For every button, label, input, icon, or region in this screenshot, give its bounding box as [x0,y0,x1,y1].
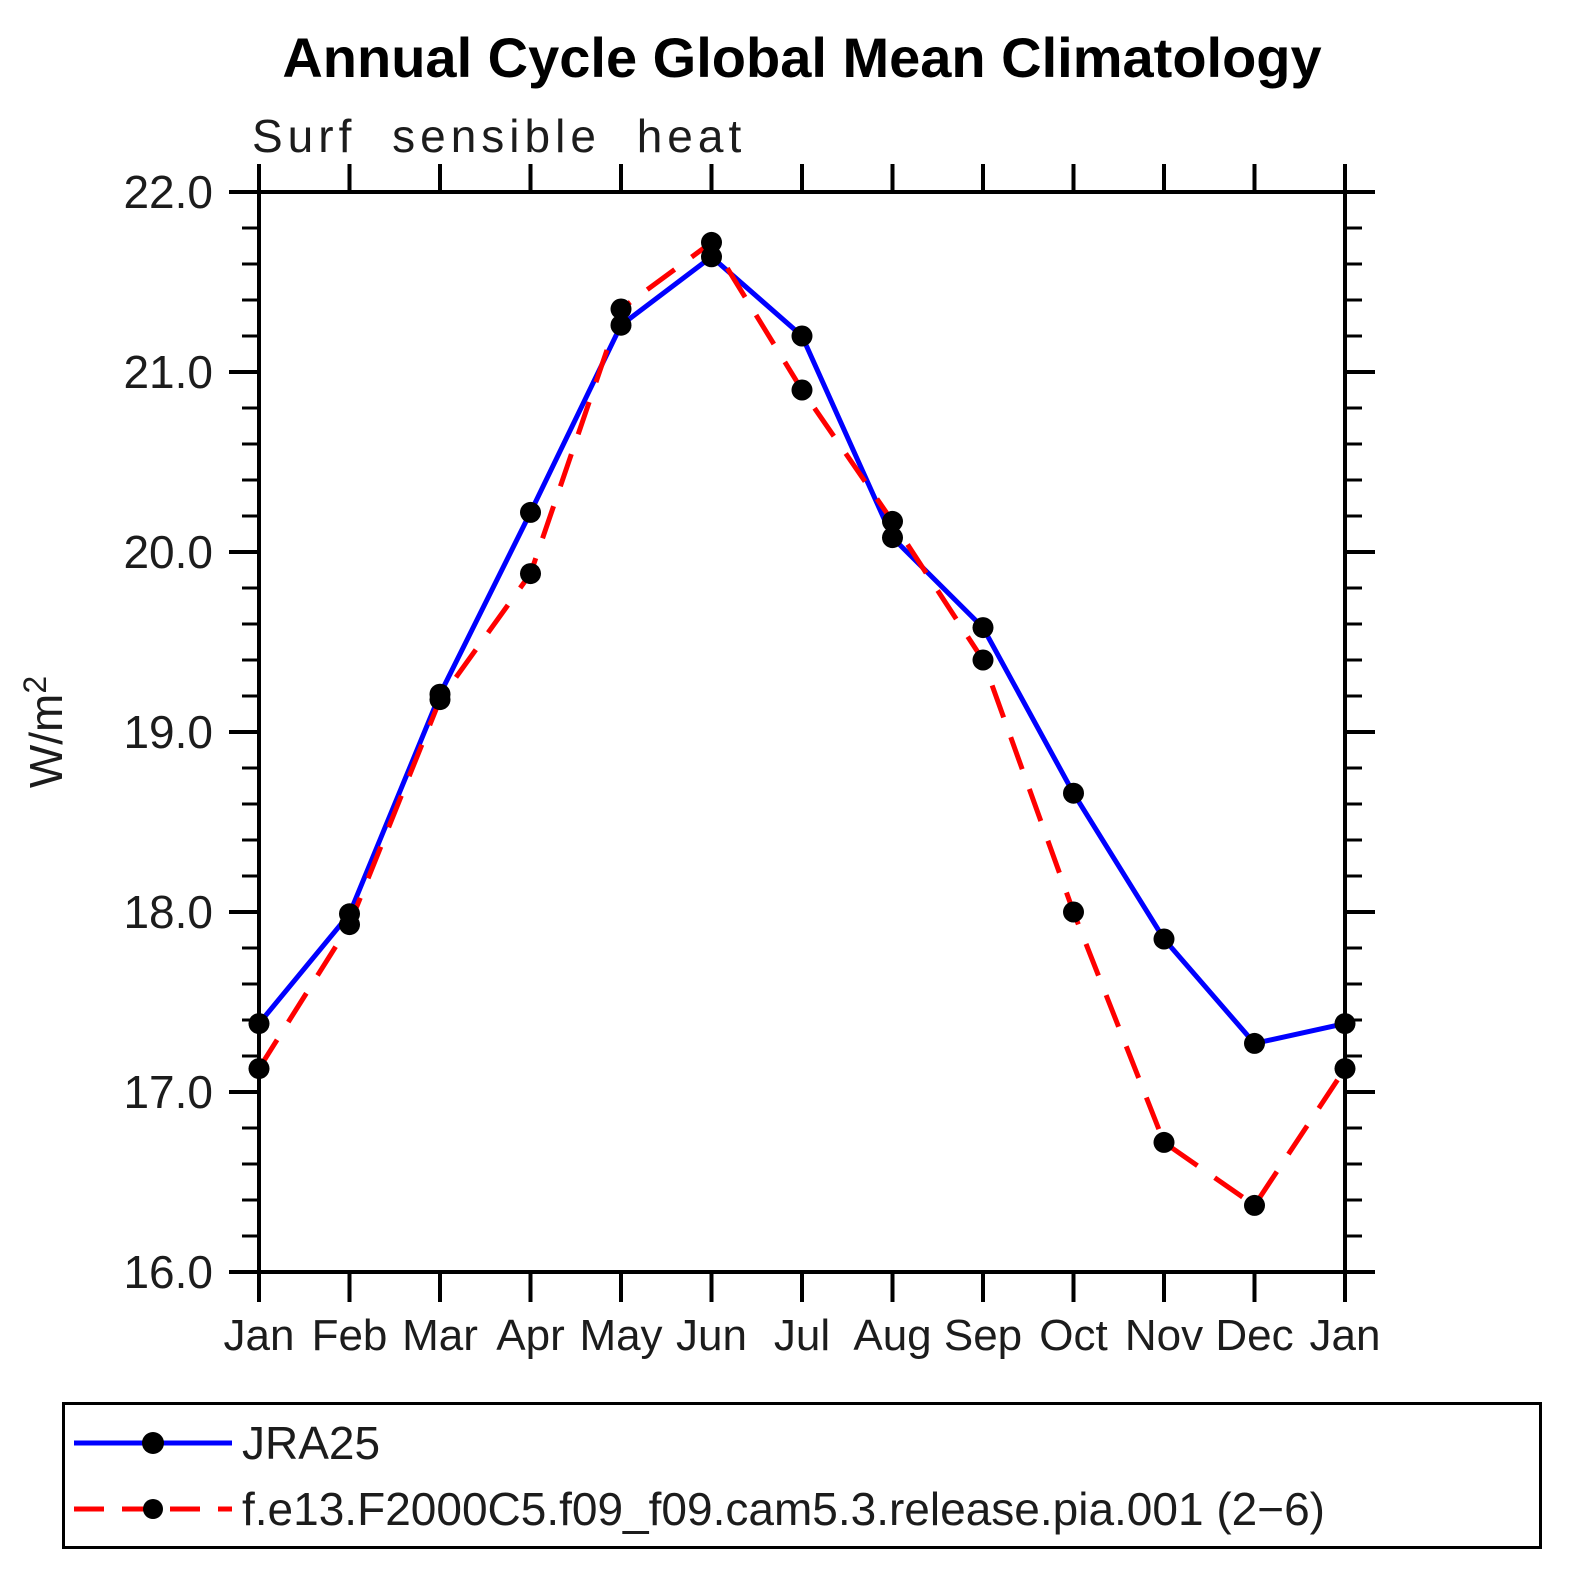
x-tick-label: Dec [1215,1311,1293,1360]
x-tick-label: Nov [1125,1311,1203,1360]
data-point [1334,1058,1356,1080]
data-point [972,617,994,639]
legend-box: JRA25 f.e13.F2000C5.f09_f09.cam5.3.relea… [62,1402,1542,1549]
data-point [972,649,994,671]
x-tick-label: Feb [312,1311,388,1360]
y-tick-label: 19.0 [123,706,213,758]
x-tick-label: Jan [1310,1311,1381,1360]
data-point [1153,928,1175,950]
data-point [248,1058,270,1080]
legend-sample-marker [142,1431,164,1454]
data-point [882,527,903,549]
x-tick-label: Jan [224,1311,295,1360]
x-tick-label: Mar [402,1311,478,1360]
data-point [1244,1032,1265,1054]
data-point [882,510,903,532]
chart-title: Annual Cycle Global Mean Climatology [282,26,1322,89]
legend-label-jra25: JRA25 [242,1416,381,1469]
legend-line-sample-solid [74,1431,232,1454]
series-line-0 [257,253,1346,1047]
data-point [1063,901,1084,923]
x-tick-label: Jun [676,1311,747,1360]
data-point [520,563,541,585]
data-point [701,231,722,253]
data-point [1153,1131,1175,1153]
y-tick-label: 18.0 [123,886,213,938]
x-tick-label: Aug [853,1311,931,1360]
legend-label-model: f.e13.F2000C5.f09_f09.cam5.3.release.pia… [242,1482,1325,1535]
y-tick-label: 16.0 [123,1246,213,1298]
chart-subtitle: Surf sensible heat [252,110,747,162]
data-point [610,314,632,336]
data-point [701,246,722,268]
x-tick-label: Apr [496,1311,564,1360]
x-axis-ticks [257,164,1347,1302]
legend-item-model: f.e13.F2000C5.f09_f09.cam5.3.release.pia… [65,1476,1539,1542]
x-tick-label: Sep [944,1311,1022,1360]
y-tick-label: 21.0 [123,346,213,398]
data-point [1334,1013,1356,1035]
data-point [791,379,813,401]
series-markers-1 [248,231,1356,1216]
y-axis-unit-label: W/m2 [17,676,72,788]
data-point [520,501,541,523]
data-point [248,1013,270,1035]
data-point [339,914,360,936]
series-markers-0 [248,246,1356,1054]
data-point [429,689,451,711]
legend-sample-marker [143,1498,163,1519]
legend-line-sample-dashed [74,1498,232,1519]
data-point [1244,1194,1265,1216]
x-tick-label: May [579,1311,662,1360]
y-tick-label: 17.0 [123,1066,213,1118]
y-tick-label: 20.0 [123,526,213,578]
data-point [791,325,813,347]
y-tick-label: 22.0 [123,166,213,218]
data-point [610,298,632,320]
x-tick-label: Oct [1039,1311,1107,1360]
data-point [1063,782,1084,804]
legend-item-jra25: JRA25 [65,1410,1539,1476]
y-axis-ticks [229,190,1375,1274]
x-tick-label: Jul [774,1311,830,1360]
